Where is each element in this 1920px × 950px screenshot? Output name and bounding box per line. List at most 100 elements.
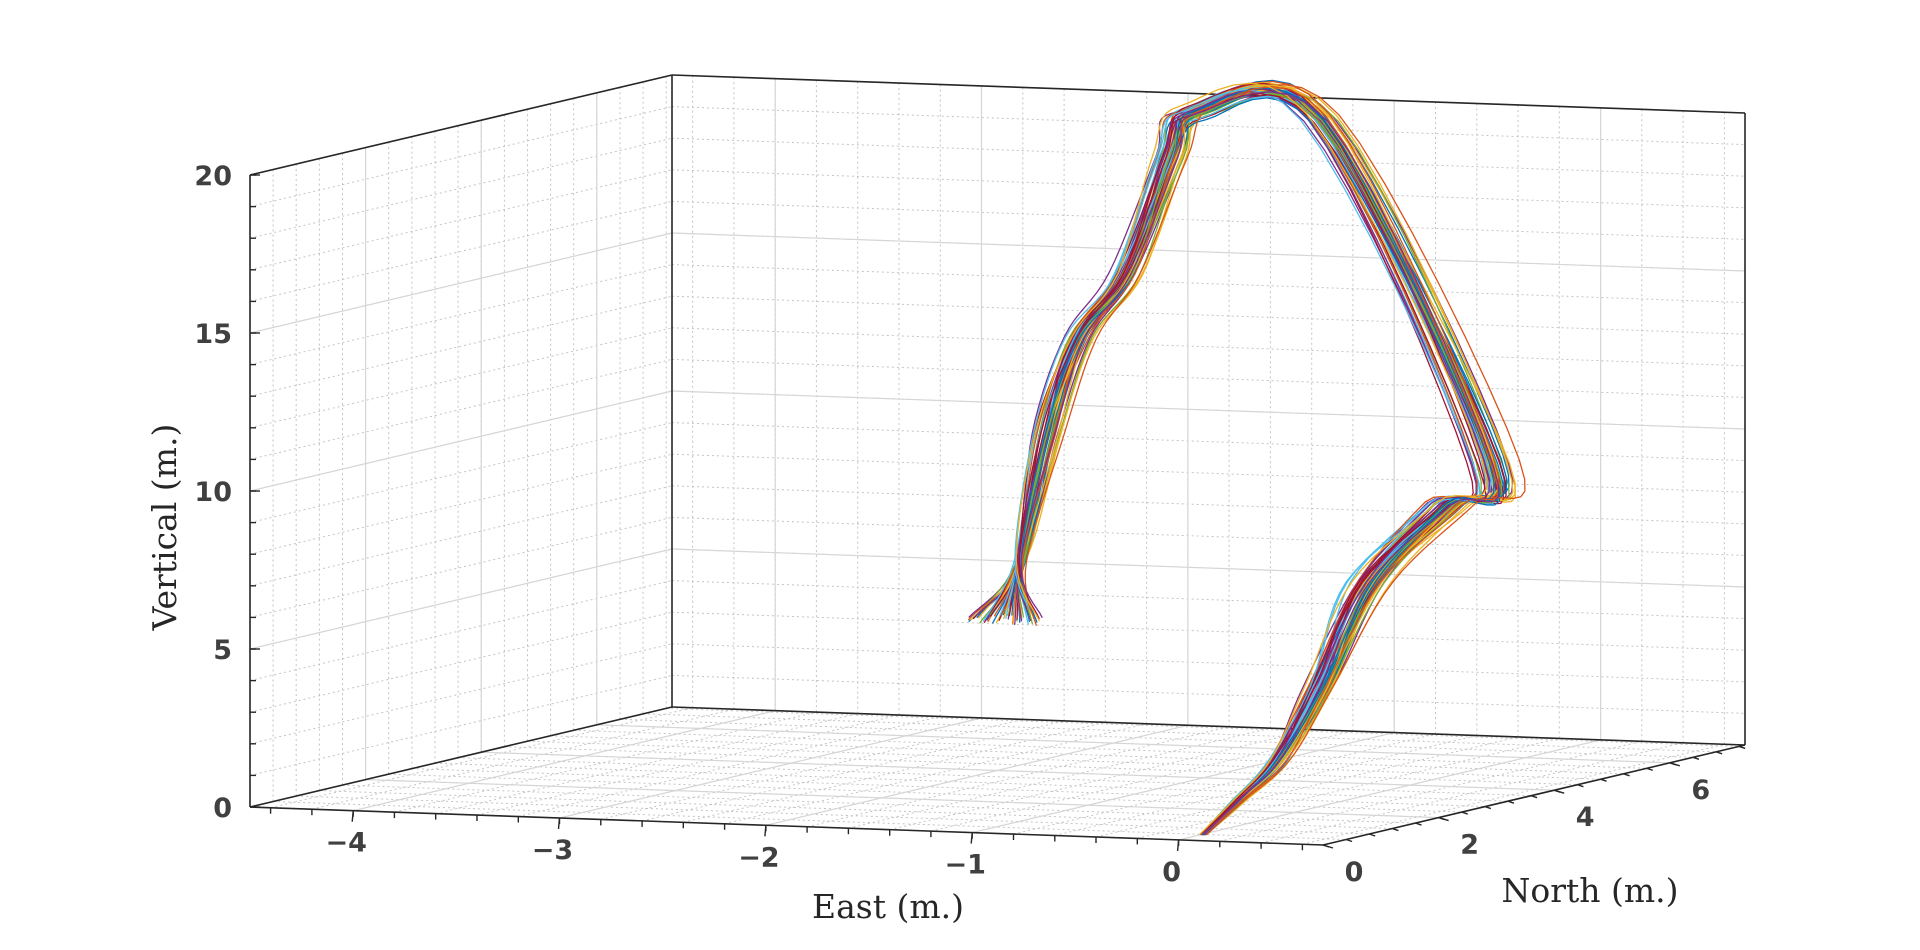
grid-line — [1054, 735, 1477, 836]
grid-line — [411, 768, 1485, 808]
grid-line — [596, 724, 1670, 764]
trajectory-line — [978, 85, 1489, 836]
grid-line — [671, 327, 1746, 367]
y-minor-tick — [1600, 778, 1607, 782]
grid-line — [671, 548, 1746, 588]
grid-line — [481, 751, 1555, 791]
grid-line — [559, 717, 982, 819]
x-tick-label: −1 — [944, 850, 985, 881]
x-tick-label: −2 — [738, 842, 779, 873]
grid-line — [1095, 736, 1519, 838]
y-tick-label: 4 — [1576, 802, 1595, 833]
y-tick-label: 2 — [1460, 830, 1479, 861]
grid-line — [434, 762, 1509, 802]
trajectory-line — [1018, 81, 1499, 836]
y-minor-tick — [1322, 844, 1330, 848]
grid-line — [249, 548, 673, 650]
grid-line — [671, 264, 1746, 304]
grid-line — [1219, 740, 1642, 842]
grid-line — [388, 773, 1462, 813]
trajectory-line — [999, 87, 1493, 836]
grid-line — [249, 327, 673, 429]
trajectory-line — [986, 94, 1496, 836]
trajectory-line — [1011, 88, 1478, 835]
grid-line — [972, 732, 1395, 834]
grid-line — [671, 106, 1746, 146]
grid-line — [619, 718, 1694, 758]
y-minor-tick — [1392, 827, 1399, 832]
y-minor-tick — [1715, 751, 1723, 755]
y-minor-tick — [1623, 773, 1630, 777]
y-tick-label: 6 — [1691, 775, 1710, 806]
trajectory-line — [1008, 88, 1474, 836]
grid-line — [249, 106, 673, 208]
y-minor-tick — [1438, 816, 1445, 821]
y-minor-tick — [1415, 822, 1422, 826]
grid-line — [270, 707, 693, 809]
grid-line — [319, 790, 1393, 830]
grid-line — [889, 729, 1312, 831]
axis-box-edge — [1322, 744, 1746, 846]
grid-line — [1260, 742, 1684, 844]
y-minor-tick — [1577, 784, 1584, 788]
trajectory-line — [1016, 87, 1491, 836]
grid-line — [671, 200, 1746, 240]
z-tick-label: 0 — [213, 793, 232, 824]
grid-layer — [249, 74, 1746, 846]
axes-box — [249, 74, 1746, 846]
grid-line — [806, 726, 1230, 828]
grid-line — [1302, 743, 1725, 845]
grid-line — [671, 358, 1746, 398]
grid-line — [671, 516, 1746, 556]
grid-line — [671, 453, 1746, 493]
trajectory-line — [1024, 83, 1526, 836]
y-tick-label: 0 — [1345, 857, 1364, 888]
grid-line — [311, 708, 735, 810]
grid-line — [671, 422, 1746, 462]
grid-line — [1137, 737, 1560, 839]
grid-line — [671, 169, 1746, 209]
trajectory-line — [998, 94, 1505, 836]
grid-line — [671, 390, 1746, 430]
grid-line — [671, 232, 1746, 272]
trajectory-line — [1020, 91, 1500, 836]
grid-line — [296, 795, 1370, 835]
y-minor-tick — [1484, 805, 1492, 810]
grid-line — [671, 611, 1746, 651]
grid-line — [249, 580, 673, 682]
grid-line — [476, 714, 900, 816]
y-minor-tick — [1553, 789, 1561, 793]
grid-line — [671, 295, 1746, 335]
axis-box-edge — [249, 706, 673, 808]
grid-line — [683, 721, 1106, 823]
trajectory-line — [1018, 90, 1500, 836]
trajectory-line — [1019, 97, 1501, 836]
grid-line — [394, 711, 817, 813]
trajectory-line — [990, 90, 1507, 836]
grid-line — [1178, 739, 1601, 841]
trajectory-line — [1017, 91, 1500, 836]
grid-line — [643, 713, 1717, 753]
trajectory-line — [977, 86, 1514, 836]
tick-layer: −4 −3 −2 −1 0 0 2 4 6 0 5 10 15 20 — [194, 161, 1746, 888]
grid-line — [249, 390, 673, 492]
grid-line — [671, 674, 1746, 714]
y-minor-tick — [1738, 745, 1746, 750]
trajectory-line — [1021, 86, 1500, 836]
x-axis-label: East (m.) — [812, 887, 964, 926]
grid-line — [848, 727, 1271, 829]
grid-line — [249, 169, 673, 271]
z-axis-label: Vertical (m.) — [145, 424, 184, 632]
grid-line — [353, 710, 776, 812]
grid-line — [249, 137, 673, 239]
y-minor-tick — [1530, 795, 1538, 799]
grid-line — [249, 200, 673, 302]
y-minor-tick — [1646, 767, 1653, 771]
trajectory-line — [1020, 87, 1495, 836]
grid-line — [249, 453, 673, 555]
trajectory-line — [995, 85, 1514, 836]
trajectory-line — [1015, 82, 1488, 835]
trajectory-line — [993, 83, 1495, 836]
grid-line — [504, 746, 1578, 786]
grid-line — [671, 137, 1746, 177]
